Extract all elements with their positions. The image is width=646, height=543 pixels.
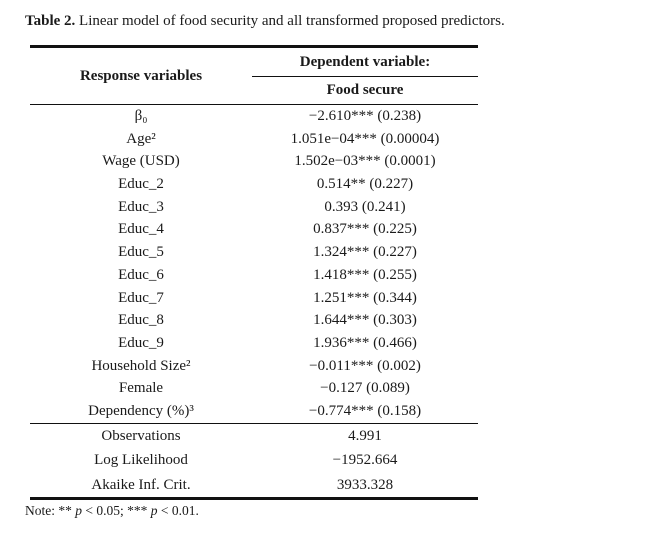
predictor-label: Dependency (%)³ — [88, 402, 194, 419]
coefficient-value: 0.837*** (0.225) — [313, 221, 417, 238]
coefficient-value: 1.324*** (0.227) — [313, 244, 417, 261]
predictor-label: Educ_5 — [118, 244, 164, 261]
footnote-prefix: Note: ** — [25, 503, 76, 518]
table-caption-text: Linear model of food security and all tr… — [75, 13, 505, 29]
coefficient-value: −0.774*** (0.158) — [308, 402, 422, 419]
footnote-mid: < 0.05; *** — [82, 503, 151, 518]
coefficient-value: 1.644*** (0.303) — [313, 312, 417, 329]
predictor-label: Female — [118, 380, 164, 397]
coefficient-value: −0.011*** (0.002) — [309, 357, 421, 374]
table-caption-number: Table 2. — [25, 13, 76, 29]
table-row: Educ_9 1.936*** (0.466) — [30, 332, 478, 355]
table-header: Response variables Dependent variable: F… — [30, 48, 478, 105]
table-row: Educ_3 0.393 (0.241) — [30, 196, 478, 219]
table-summary: Observations 4.991 Log Likelihood −1952.… — [30, 422, 478, 498]
predictor-label: Age² — [126, 130, 156, 147]
summary-label: Log Likelihood — [94, 452, 188, 469]
footnote-p-symbol: p — [75, 503, 82, 518]
table-row: Wage (USD) 1.502e−03*** (0.0001) — [30, 150, 478, 173]
table-row: Educ_7 1.251*** (0.344) — [30, 287, 478, 310]
predictor-label: Wage (USD) — [102, 153, 180, 170]
summary-label: Observations — [101, 427, 181, 444]
header-response-variables: Response variables — [79, 67, 203, 84]
footnote-p-symbol: p — [150, 503, 158, 518]
header-dependent-variable: Dependent variable: — [252, 48, 478, 77]
table-row: Educ_6 1.418*** (0.255) — [30, 264, 478, 287]
coefficient-value: 1.936*** (0.466) — [313, 334, 417, 351]
table-row: Log Likelihood −1952.664 — [30, 448, 478, 473]
table-row: Educ_2 0.514** (0.227) — [30, 173, 478, 196]
coefficient-value: −0.127 (0.089) — [320, 380, 410, 397]
summary-value: 4.991 — [348, 427, 382, 444]
predictor-label: Educ_3 — [118, 198, 164, 215]
coefficient-value: 1.251*** (0.344) — [313, 289, 417, 306]
predictor-label: β₀ — [134, 108, 148, 124]
predictor-label: Household Size² — [91, 357, 191, 374]
summary-value: −1952.664 — [332, 452, 398, 469]
table-row: Age² 1.051e−04*** (0.00004) — [30, 128, 478, 151]
header-food-secure: Food secure — [326, 82, 404, 98]
coefficient-value: 1.418*** (0.255) — [313, 266, 417, 283]
predictor-label: Educ_8 — [118, 312, 164, 329]
table-row: Educ_4 0.837*** (0.225) — [30, 218, 478, 241]
predictor-label: Educ_6 — [118, 266, 164, 283]
predictor-label: Educ_4 — [118, 221, 164, 238]
table-row: β₀ −2.610*** (0.238) — [30, 105, 478, 128]
summary-value: 3933.328 — [336, 476, 394, 493]
table-footnote: Note: ** p < 0.05; *** p < 0.01. — [25, 503, 199, 519]
header-dependent-group: Dependent variable: Food secure — [252, 48, 478, 104]
coefficient-value: 1.051e−04*** (0.00004) — [290, 130, 440, 147]
table-row: Educ_5 1.324*** (0.227) — [30, 241, 478, 264]
table-row: Akaike Inf. Crit. 3933.328 — [30, 473, 478, 498]
predictor-label: Educ_9 — [118, 334, 164, 351]
coefficient-value: 0.514** (0.227) — [316, 176, 414, 193]
coefficient-value: 0.393 (0.241) — [324, 198, 406, 215]
table-body: β₀ −2.610*** (0.238) Age² 1.051e−04*** (… — [30, 105, 478, 423]
table-row: Female −0.127 (0.089) — [30, 377, 478, 400]
footnote-suffix: < 0.01. — [157, 503, 199, 518]
coefficient-value: −2.610*** (0.238) — [308, 108, 422, 124]
regression-table: Response variables Dependent variable: F… — [30, 45, 478, 501]
predictor-label: Educ_7 — [118, 289, 164, 306]
table-row: Observations 4.991 — [30, 424, 478, 449]
table-caption: Table 2. Linear model of food security a… — [25, 11, 625, 32]
summary-label: Akaike Inf. Crit. — [91, 476, 191, 493]
predictor-label: Educ_2 — [118, 176, 164, 193]
table-row: Educ_8 1.644*** (0.303) — [30, 309, 478, 332]
table-row: Dependency (%)³ −0.774*** (0.158) — [30, 400, 478, 423]
table-row: Household Size² −0.011*** (0.002) — [30, 355, 478, 378]
coefficient-value: 1.502e−03*** (0.0001) — [294, 153, 436, 170]
